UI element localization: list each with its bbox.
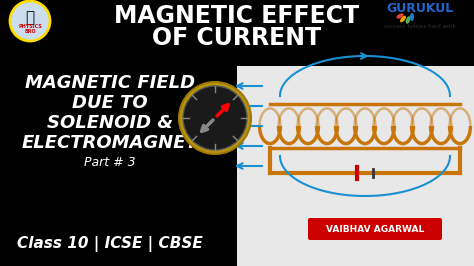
Circle shape xyxy=(179,82,251,154)
FancyBboxPatch shape xyxy=(308,218,442,240)
Text: DUE TO: DUE TO xyxy=(72,94,148,112)
Circle shape xyxy=(10,1,50,41)
Text: 🧑: 🧑 xyxy=(26,10,35,26)
Circle shape xyxy=(183,86,247,150)
Text: VAIBHAV AGARWAL: VAIBHAV AGARWAL xyxy=(326,225,424,234)
Text: CLASSES: CLASSES xyxy=(389,11,451,24)
Text: GURUKUL: GURUKUL xyxy=(386,2,454,15)
Text: Class 10 | ICSE | CBSE: Class 10 | ICSE | CBSE xyxy=(17,236,203,252)
Polygon shape xyxy=(0,0,474,66)
Text: SOLENOID &: SOLENOID & xyxy=(47,114,173,132)
Text: Part # 3: Part # 3 xyxy=(84,156,136,169)
Ellipse shape xyxy=(396,13,403,19)
Ellipse shape xyxy=(406,16,410,24)
Text: PHYSICS
BRO: PHYSICS BRO xyxy=(18,24,42,34)
Text: ELECTROMAGNET: ELECTROMAGNET xyxy=(22,134,199,152)
Text: OF CURRENT: OF CURRENT xyxy=(153,26,321,50)
Text: MAGNETIC EFFECT: MAGNETIC EFFECT xyxy=(114,4,360,28)
Polygon shape xyxy=(237,0,474,266)
Text: success follows hard work: success follows hard work xyxy=(384,23,456,28)
Text: MAGNETIC FIELD: MAGNETIC FIELD xyxy=(25,74,195,92)
Ellipse shape xyxy=(400,16,406,22)
Ellipse shape xyxy=(410,13,414,21)
